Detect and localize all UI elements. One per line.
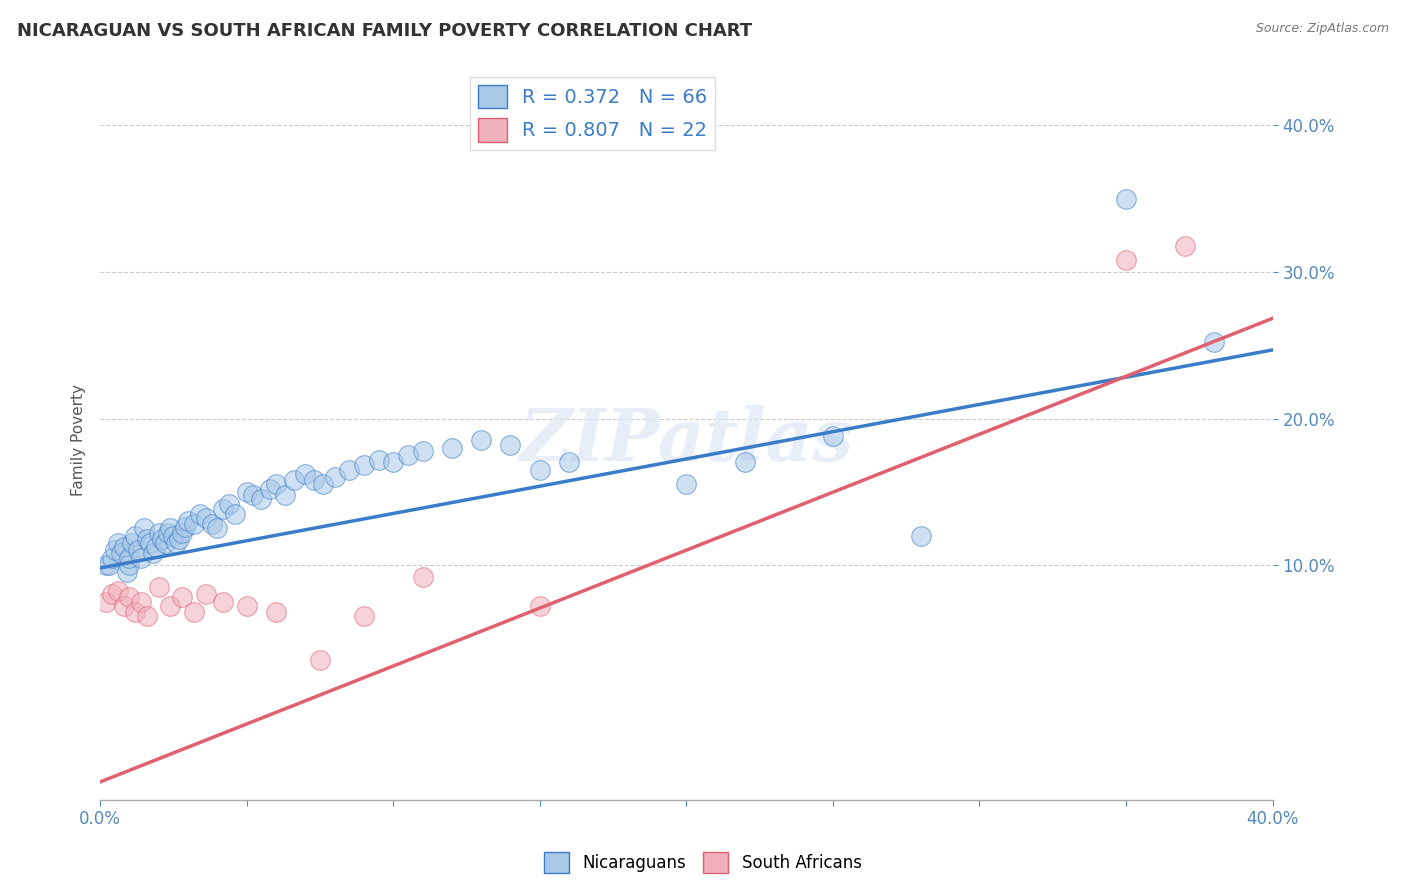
Point [675,477,697,491]
Point [207,521,229,535]
Point [172,525,194,540]
Point [1174,238,1197,252]
Point [153,536,176,550]
Point [124,529,146,543]
Point [283,473,305,487]
Point [174,520,197,534]
Point [162,529,184,543]
Point [97,558,120,572]
Point [1202,335,1225,350]
Point [129,550,152,565]
Y-axis label: Family Poverty: Family Poverty [72,384,86,497]
Point [1115,192,1137,206]
Point [274,488,297,502]
Point [212,502,235,516]
Point [734,455,756,469]
Point [218,496,240,510]
Point [112,599,135,613]
Point [148,580,170,594]
Point [470,434,492,448]
Point [302,473,325,487]
Point [132,521,155,535]
Point [323,470,346,484]
Point [412,570,434,584]
Point [353,458,375,473]
Point [294,467,316,482]
Point [183,516,205,531]
Text: NICARAGUAN VS SOUTH AFRICAN FAMILY POVERTY CORRELATION CHART: NICARAGUAN VS SOUTH AFRICAN FAMILY POVER… [17,22,752,40]
Point [212,595,235,609]
Point [183,605,205,619]
Point [194,587,217,601]
Point [139,536,162,550]
Point [118,591,141,605]
Point [235,484,257,499]
Point [107,584,129,599]
Point [145,541,167,555]
Point [177,514,200,528]
Point [264,477,287,491]
Point [312,477,335,491]
Point [156,525,179,540]
Text: ZIPatlas: ZIPatlas [519,405,853,476]
Point [242,488,264,502]
Point [112,541,135,555]
Point [224,507,246,521]
Point [396,448,419,462]
Point [1115,253,1137,268]
Point [159,599,181,613]
Point [104,543,127,558]
Point [110,546,132,560]
Point [353,609,375,624]
Point [115,566,138,580]
Point [127,543,149,558]
Point [148,525,170,540]
Point [118,550,141,565]
Point [121,536,143,550]
Point [101,550,124,565]
Point [129,595,152,609]
Point [101,587,124,601]
Point [159,521,181,535]
Point [250,492,273,507]
Point [169,532,191,546]
Point [136,609,159,624]
Point [124,605,146,619]
Point [367,452,389,467]
Legend: R = 0.372   N = 66, R = 0.807   N = 22: R = 0.372 N = 66, R = 0.807 N = 22 [470,77,716,150]
Point [264,605,287,619]
Point [118,558,141,572]
Point [440,441,463,455]
Point [94,558,117,572]
Point [558,455,581,469]
Text: Source: ZipAtlas.com: Source: ZipAtlas.com [1256,22,1389,36]
Point [172,591,194,605]
Point [309,653,332,667]
Point [200,516,222,531]
Point [142,546,165,560]
Point [910,529,932,543]
Point [337,463,360,477]
Point [412,443,434,458]
Point [165,536,187,550]
Point [499,438,522,452]
Point [150,532,173,546]
Point [188,507,211,521]
Point [194,511,217,525]
Point [259,482,281,496]
Point [382,455,405,469]
Point [235,599,257,613]
Point [94,595,117,609]
Point [136,532,159,546]
Point [529,463,551,477]
Legend: Nicaraguans, South Africans: Nicaraguans, South Africans [537,846,869,880]
Point [529,599,551,613]
Point [107,536,129,550]
Point [821,429,844,443]
